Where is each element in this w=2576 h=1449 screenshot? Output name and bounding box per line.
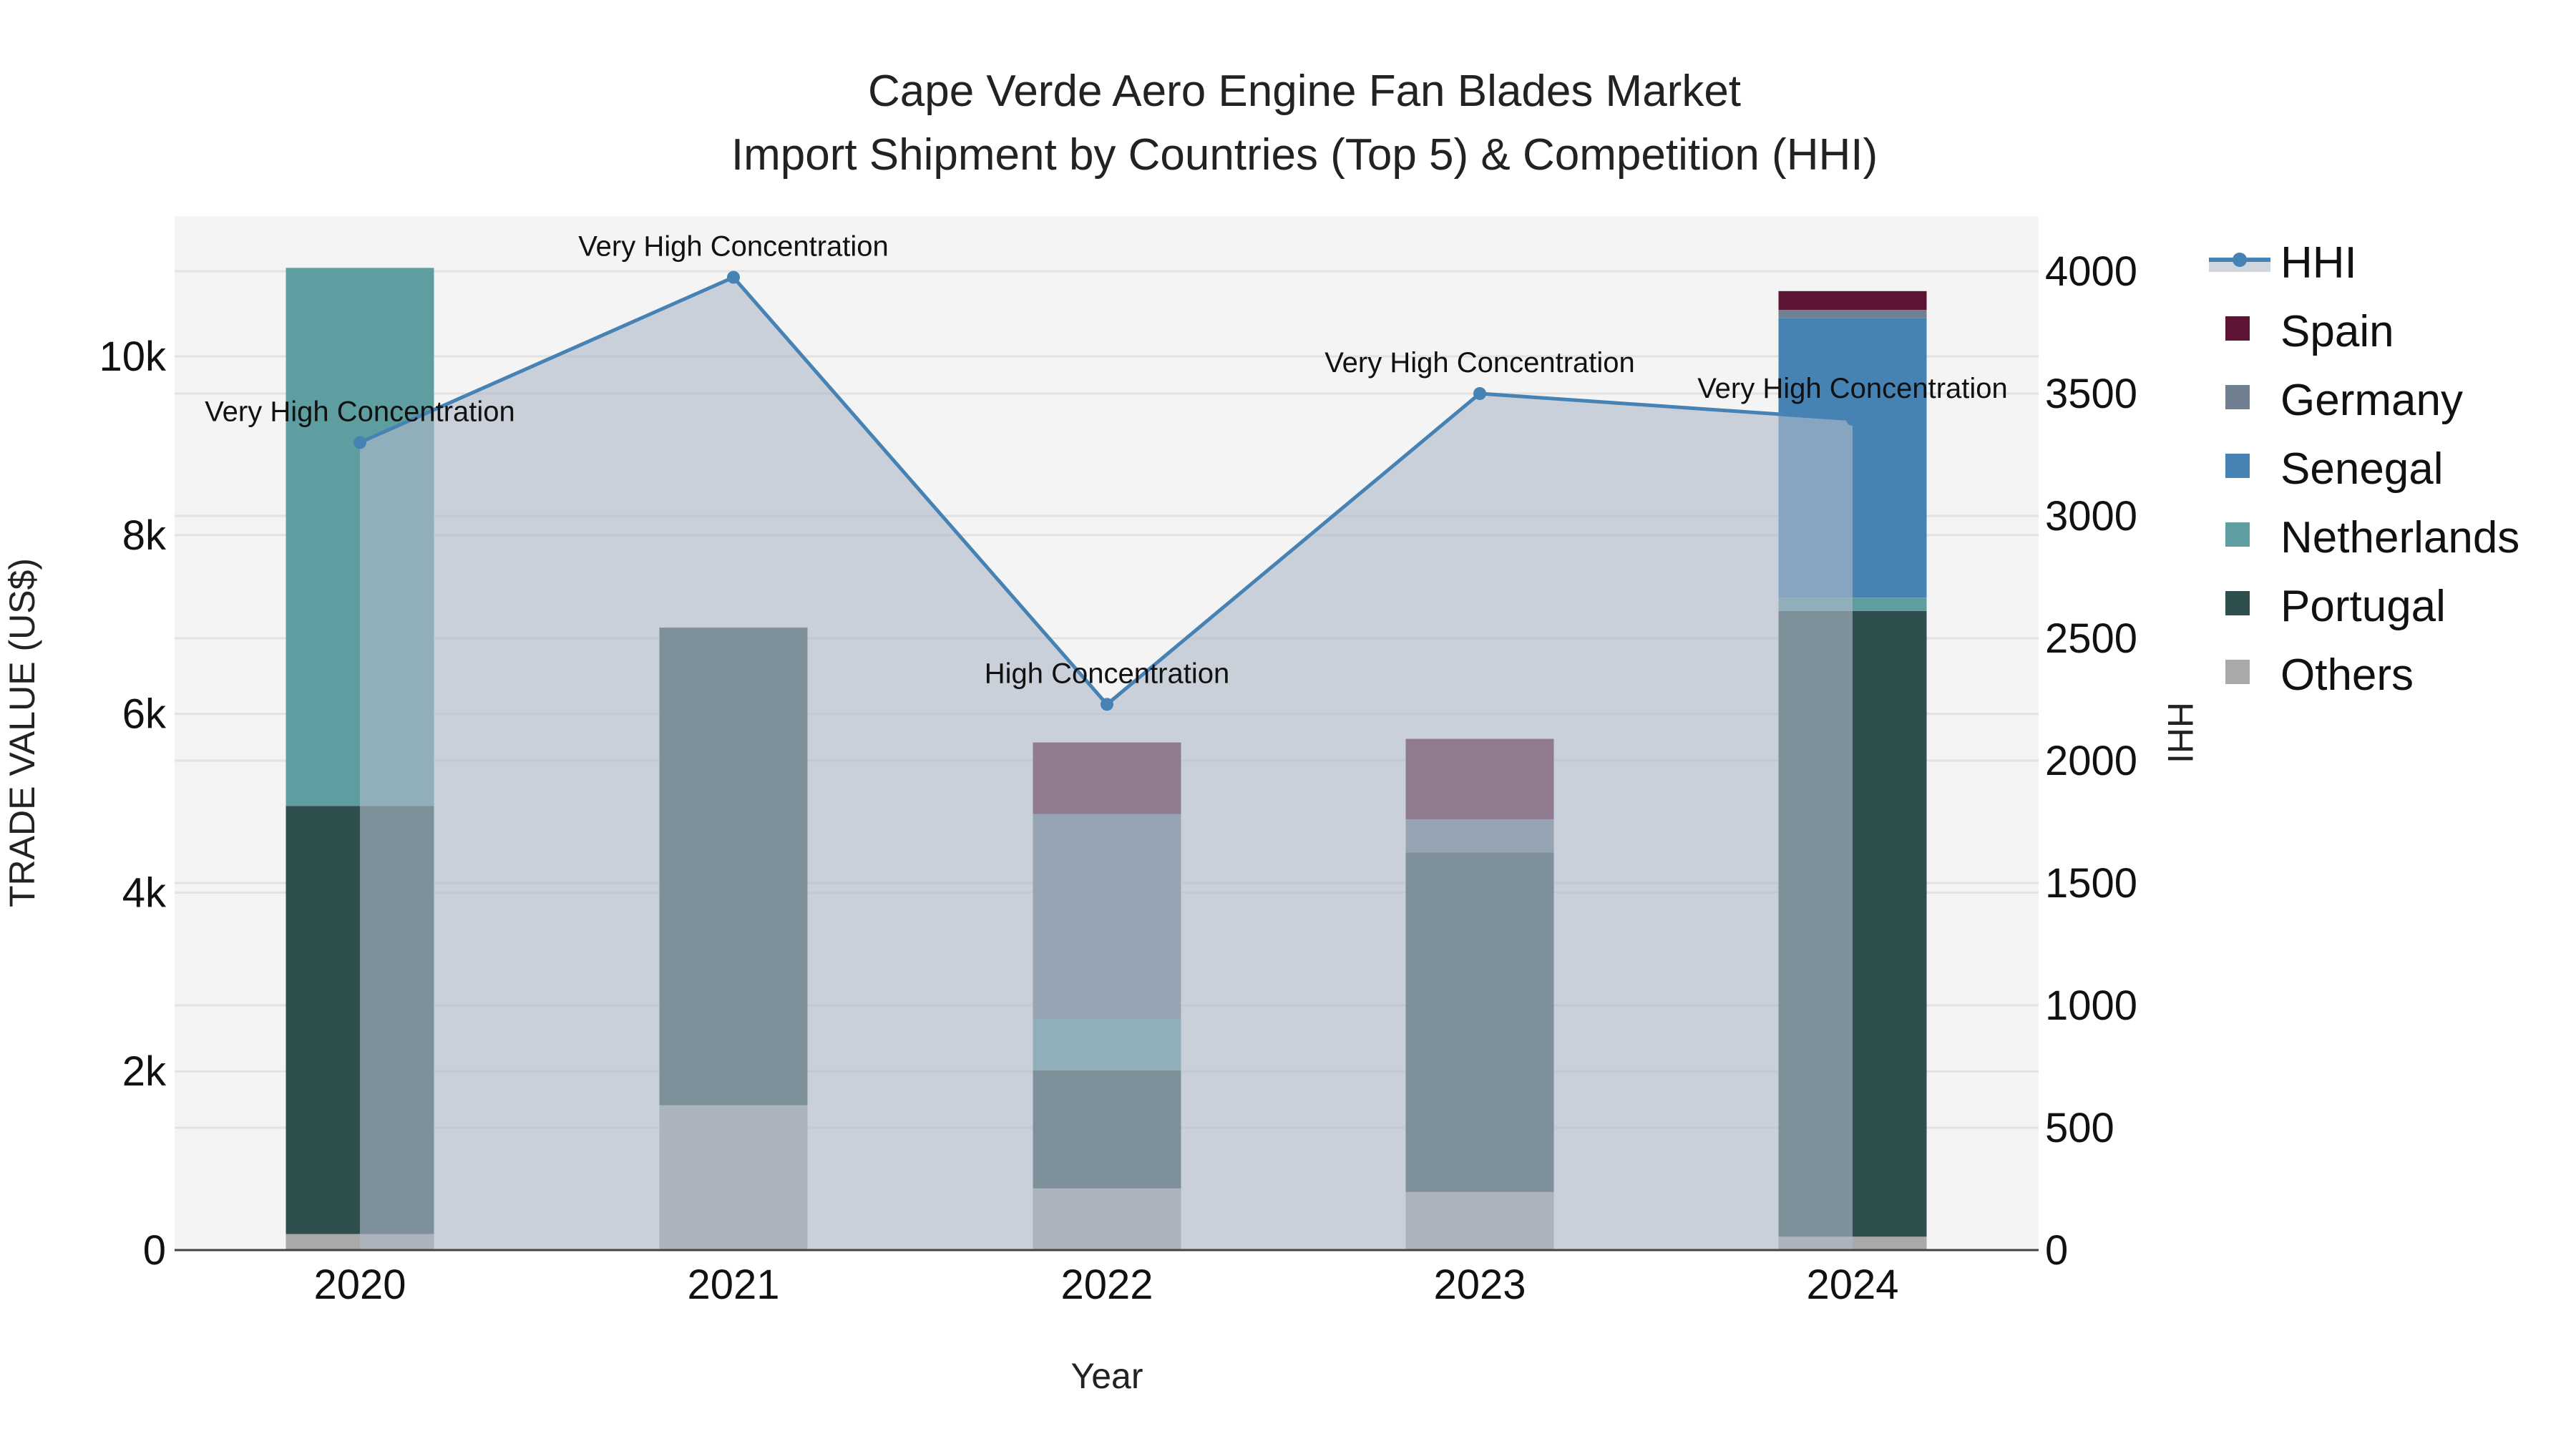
hhi-annotation-2022: High Concentration [985, 658, 1229, 689]
y-left-tick: 2k [122, 1048, 167, 1095]
legend-label: Senegal [2280, 444, 2444, 494]
bar-segment-germany-2024 [1778, 310, 1927, 318]
legend-item-netherlands[interactable]: Netherlands [2225, 513, 2519, 562]
hhi-series [353, 270, 1859, 1250]
y-right-tick: 2000 [2045, 738, 2137, 784]
legend-swatch-icon [2225, 454, 2250, 478]
x-tick-2022: 2022 [1060, 1262, 1153, 1308]
legend-item-hhi[interactable]: HHI [2209, 238, 2357, 288]
legend-item-germany[interactable]: Germany [2225, 376, 2463, 425]
chart-title-line2: Import Shipment by Countries (Top 5) & C… [731, 130, 1878, 180]
legend-label: Netherlands [2280, 513, 2519, 562]
legend-item-senegal[interactable]: Senegal [2225, 444, 2444, 494]
x-tick-2020: 2020 [313, 1262, 406, 1308]
legend-label: Portugal [2280, 582, 2446, 631]
legend-swatch-icon [2225, 660, 2250, 684]
annotations: Very High Concentration Very High Concent… [205, 231, 2008, 690]
hhi-marker-2022 [1101, 698, 1113, 711]
y-right-tick: 1500 [2045, 860, 2137, 907]
legend-item-spain[interactable]: Spain [2225, 307, 2394, 356]
legend-swatch-icon [2225, 522, 2250, 547]
legend-label: Spain [2280, 307, 2394, 356]
hhi-marker-2024 [1846, 412, 1859, 426]
legend: HHI Spain Germany Senegal Netherlands Portuga… [2209, 238, 2519, 700]
hhi-marker-2020 [353, 436, 366, 449]
hhi-area [360, 277, 1853, 1250]
hhi-annotation-2020: Very High Concentration [205, 396, 515, 427]
hhi-marker-2023 [1473, 387, 1486, 400]
y-right-tick: 0 [2045, 1227, 2068, 1274]
y-right-tick: 3000 [2045, 493, 2137, 540]
hhi-marker-2021 [727, 270, 740, 284]
hhi-annotation-2024: Very High Concentration [1697, 373, 2008, 404]
y-axis-right: 0 500 1000 1500 2000 2500 3000 3500 4000 [2045, 248, 2137, 1274]
y-axis-left-title: TRADE VALUE (US$) [2, 558, 42, 907]
y-right-tick: 3500 [2045, 371, 2137, 417]
x-axis: 2020 2021 2022 2023 2024 [313, 1262, 1898, 1308]
y-left-tick: 6k [122, 691, 167, 738]
y-axis-right-title: HHI [2160, 702, 2200, 763]
bar-segment-spain-2024 [1778, 291, 1927, 311]
y-left-tick: 10k [99, 333, 167, 380]
legend-item-others[interactable]: Others [2225, 650, 2414, 700]
legend-item-portugal[interactable]: Portugal [2225, 582, 2446, 631]
y-right-tick: 2500 [2045, 615, 2137, 662]
x-tick-2023: 2023 [1433, 1262, 1526, 1308]
legend-label: Germany [2280, 376, 2463, 425]
y-left-tick: 8k [122, 512, 167, 559]
legend-label: Others [2280, 650, 2414, 700]
hhi-annotation-2023: Very High Concentration [1324, 347, 1635, 379]
y-axis-left: 0 2k 4k 6k 8k 10k [99, 333, 167, 1274]
y-left-tick: 4k [122, 869, 167, 916]
x-axis-title: Year [1070, 1356, 1143, 1396]
legend-swatch-icon [2225, 385, 2250, 409]
y-right-tick: 500 [2045, 1105, 2114, 1151]
x-tick-2021: 2021 [687, 1262, 779, 1308]
y-left-tick: 0 [143, 1227, 166, 1274]
chart-title-line1: Cape Verde Aero Engine Fan Blades Market [868, 67, 1741, 116]
hhi-annotation-2021: Very High Concentration [578, 231, 889, 263]
x-tick-2024: 2024 [1806, 1262, 1898, 1308]
y-right-tick: 4000 [2045, 248, 2137, 295]
legend-marker-icon [2233, 253, 2247, 267]
legend-swatch-icon [2225, 316, 2250, 341]
legend-swatch-icon [2225, 591, 2250, 615]
legend-label: HHI [2280, 238, 2357, 288]
y-right-tick: 1000 [2045, 982, 2137, 1029]
